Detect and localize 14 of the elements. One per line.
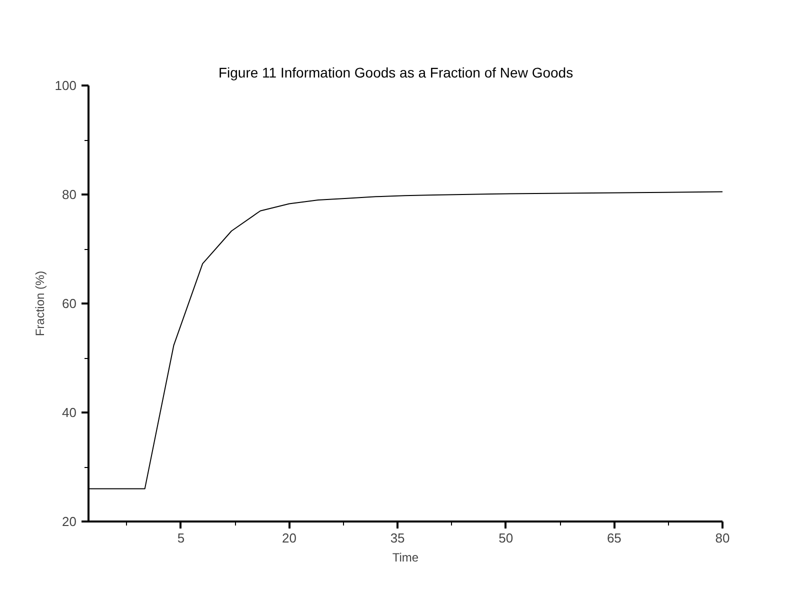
y-axis-title: Fraction (%)	[32, 270, 47, 336]
x-axis-title: Time	[392, 550, 419, 564]
x-tick-label: 80	[715, 530, 730, 546]
x-tick-label: 5	[177, 530, 185, 546]
y-tick-label: 80	[62, 187, 77, 202]
chart-title: Figure 11 Information Goods as a Fraction of New Goods	[218, 64, 574, 80]
y-tick-label: 100	[54, 78, 77, 93]
y-tick-label: 40	[62, 405, 77, 420]
y-tick-label: 20	[62, 514, 77, 529]
x-tick-label: 50	[498, 530, 514, 546]
y-tick-label: 60	[62, 296, 77, 311]
x-tick-label: 35	[390, 530, 405, 546]
x-tick-label: 65	[606, 530, 622, 546]
x-tick-label: 20	[282, 530, 296, 546]
